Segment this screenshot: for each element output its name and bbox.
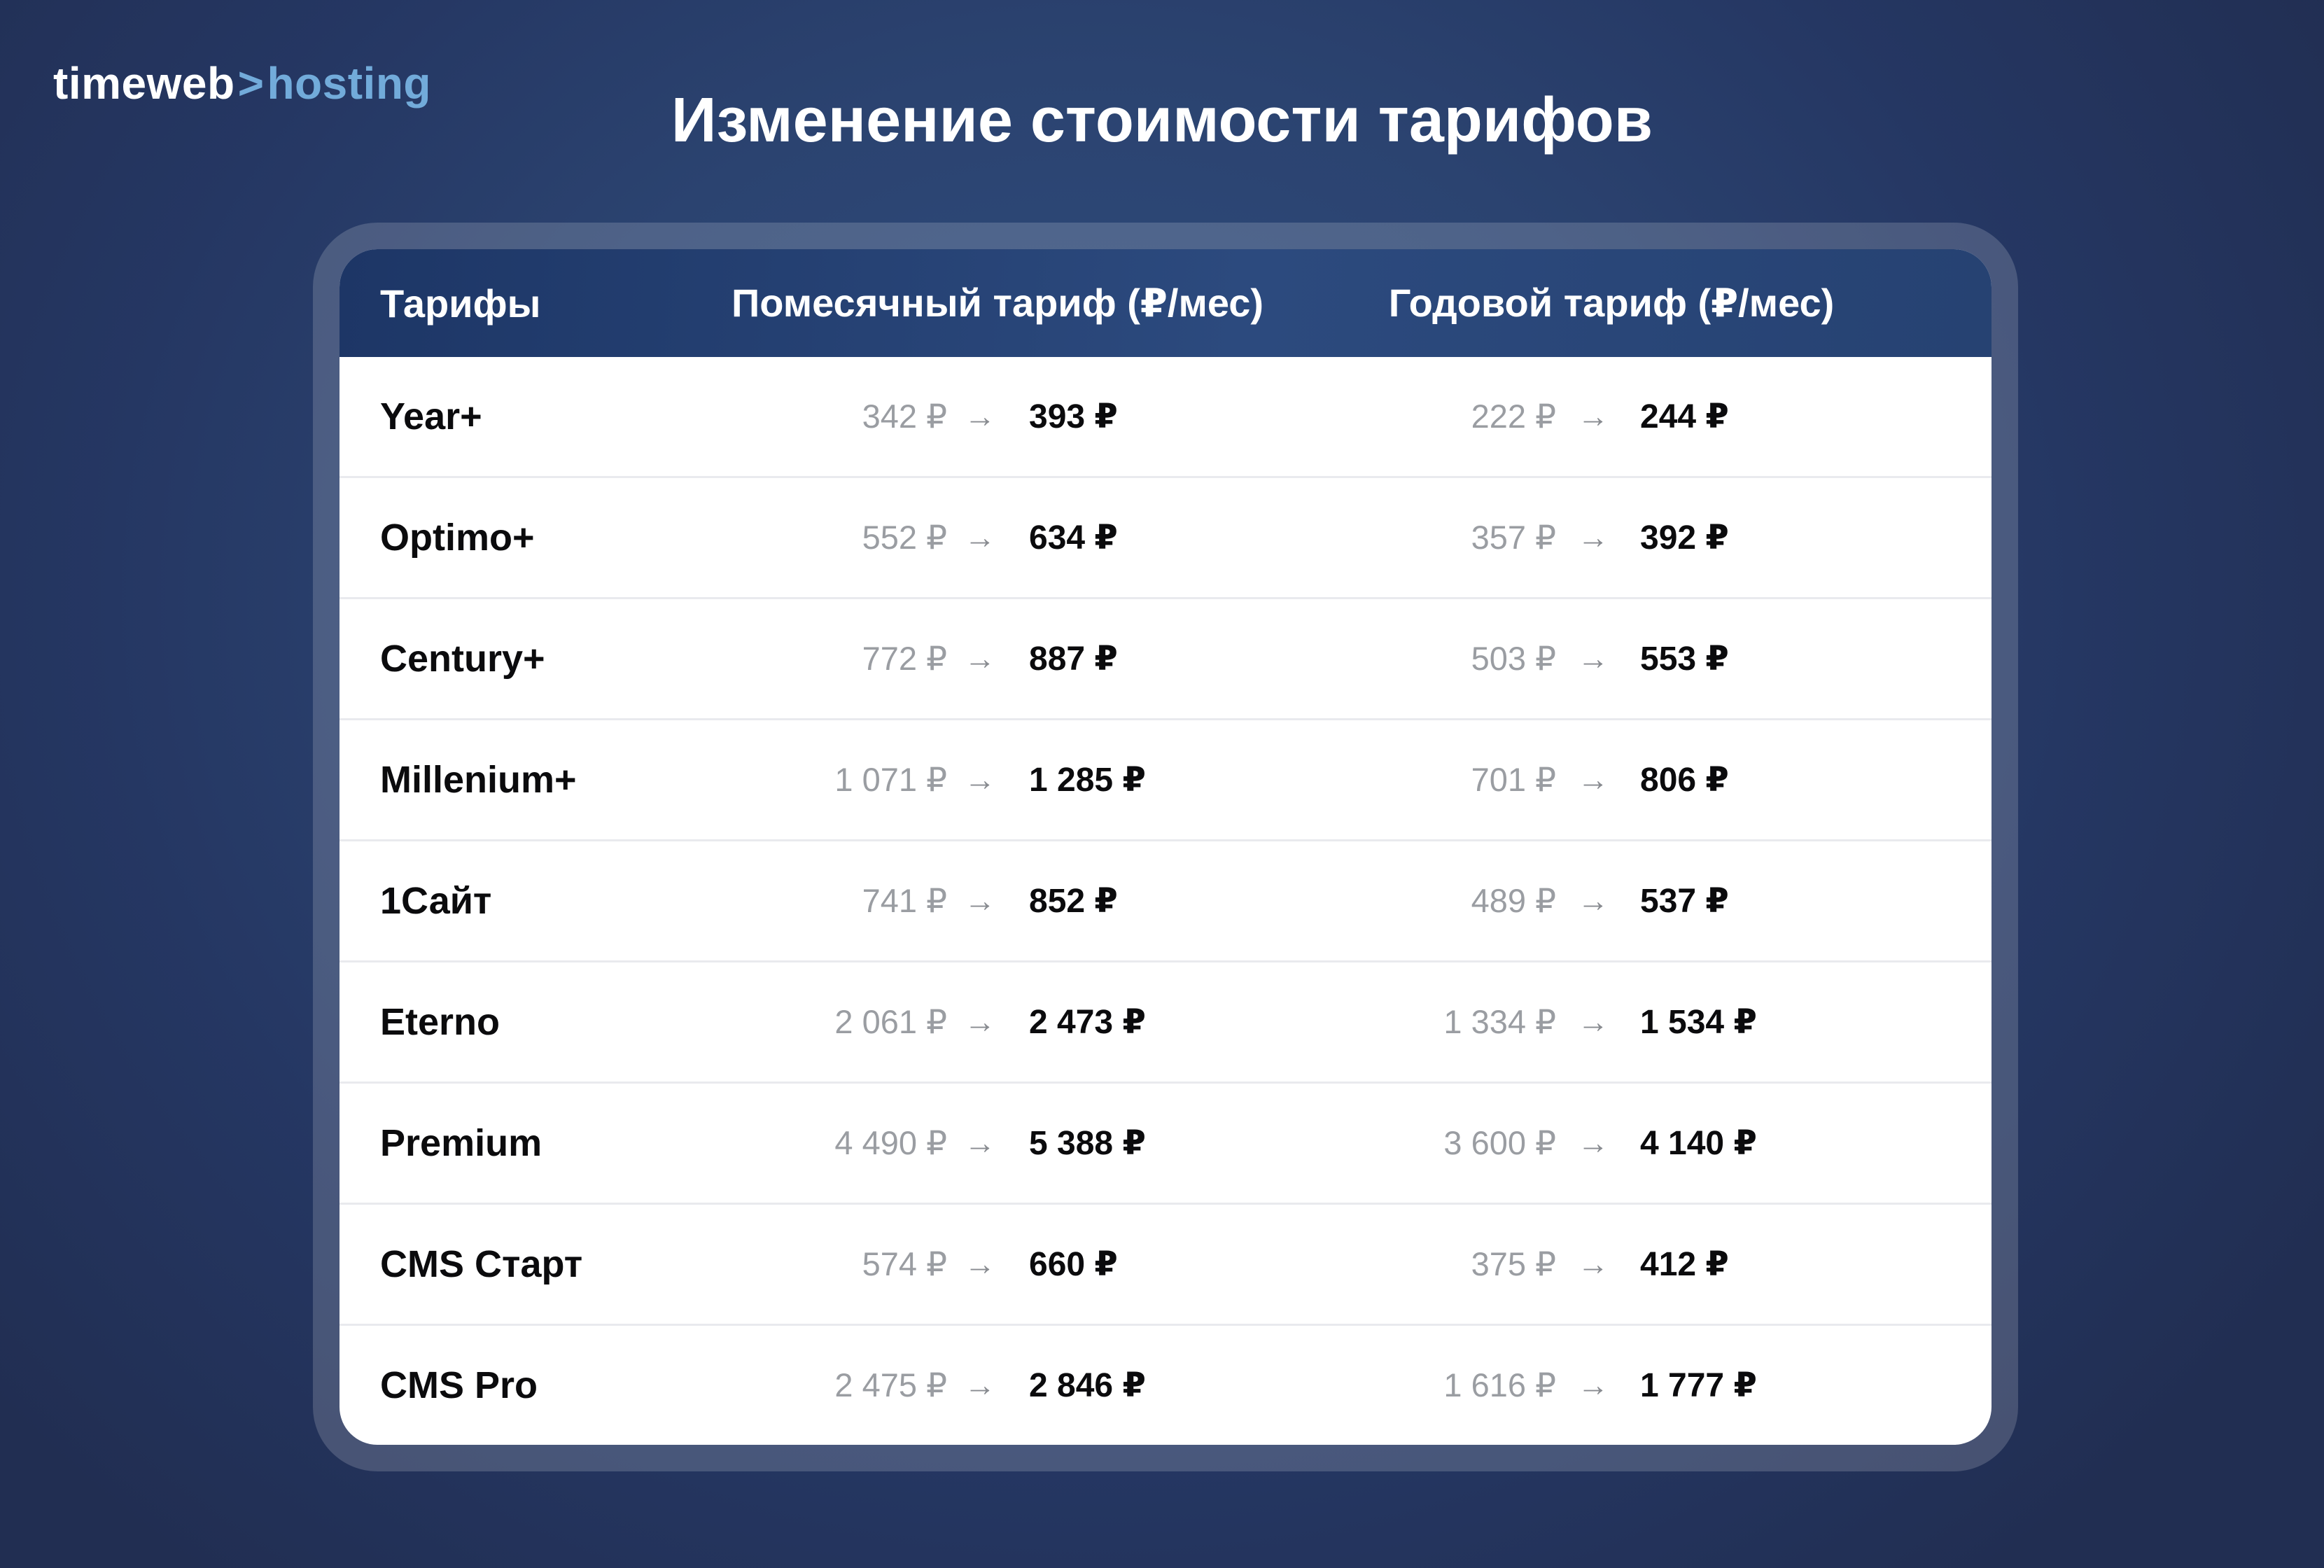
monthly-old-price: 552 ₽ — [862, 519, 947, 556]
monthly-old-price: 342 ₽ — [862, 398, 947, 435]
arrow-right-icon: → — [1577, 640, 1609, 676]
tariff-name: CMS Pro — [380, 1364, 538, 1406]
table-row: Premium 4 490 ₽ → 5 388 ₽ 3 600 ₽ → 4 14… — [340, 1082, 1991, 1203]
yearly-old-price: 489 ₽ — [1471, 882, 1556, 919]
yearly-new-price: 1 777 ₽ — [1640, 1367, 1757, 1404]
monthly-old-price: 4 490 ₽ — [834, 1124, 947, 1161]
tariff-name: Century+ — [380, 638, 545, 680]
arrow-right-icon: → — [964, 640, 996, 676]
logo-brand-text: timeweb — [53, 58, 235, 108]
arrow-right-icon: → — [964, 1004, 996, 1040]
arrow-right-icon: → — [964, 398, 996, 434]
monthly-new-price: 634 ₽ — [1029, 519, 1118, 556]
table-row: Year+ 342 ₽ → 393 ₽ 222 ₽ → 244 ₽ — [340, 357, 1991, 476]
arrow-right-icon: → — [1577, 1004, 1609, 1040]
pricing-table: Тарифы Помесячный тариф (₽/мес) Годовой … — [340, 249, 1991, 1445]
yearly-new-price: 4 140 ₽ — [1640, 1125, 1757, 1162]
yearly-old-price: 701 ₽ — [1471, 761, 1556, 798]
yearly-new-price: 1 534 ₽ — [1640, 1004, 1757, 1041]
table-row: Century+ 772 ₽ → 887 ₽ 503 ₽ → 553 ₽ — [340, 597, 1991, 718]
table-body: Year+ 342 ₽ → 393 ₽ 222 ₽ → 244 ₽ Optimo… — [340, 357, 1991, 1445]
table-header-row: Тарифы Помесячный тариф (₽/мес) Годовой … — [340, 249, 1991, 357]
arrow-right-icon: → — [964, 1367, 996, 1403]
monthly-old-price: 1 071 ₽ — [834, 761, 947, 798]
arrow-right-icon: → — [964, 762, 996, 797]
arrow-right-icon: → — [964, 1125, 996, 1161]
monthly-old-price: 2 475 ₽ — [834, 1366, 947, 1404]
table-row: CMS Pro 2 475 ₽ → 2 846 ₽ 1 616 ₽ → 1 77… — [340, 1324, 1991, 1445]
yearly-old-price: 3 600 ₽ — [1443, 1124, 1556, 1161]
arrow-right-icon: → — [1577, 1246, 1609, 1282]
monthly-new-price: 852 ₽ — [1029, 883, 1118, 920]
page-title: Изменение стоимости тарифов — [671, 85, 1653, 155]
monthly-new-price: 2 846 ₽ — [1029, 1367, 1146, 1404]
yearly-new-price: 537 ₽ — [1640, 883, 1729, 920]
table-row: Millenium+ 1 071 ₽ → 1 285 ₽ 701 ₽ → 806… — [340, 718, 1991, 839]
arrow-right-icon: → — [964, 883, 996, 918]
monthly-new-price: 1 285 ₽ — [1029, 762, 1146, 799]
arrow-right-icon: → — [1577, 519, 1609, 555]
yearly-new-price: 412 ₽ — [1640, 1246, 1729, 1283]
monthly-new-price: 2 473 ₽ — [1029, 1004, 1146, 1041]
yearly-new-price: 553 ₽ — [1640, 640, 1729, 678]
arrow-right-icon: → — [1577, 1125, 1609, 1161]
yearly-new-price: 244 ₽ — [1640, 398, 1729, 435]
monthly-old-price: 2 061 ₽ — [834, 1003, 947, 1040]
arrow-right-icon: → — [1577, 1367, 1609, 1403]
arrow-right-icon: → — [1577, 762, 1609, 797]
yearly-new-price: 392 ₽ — [1640, 519, 1729, 556]
yearly-old-price: 503 ₽ — [1471, 640, 1556, 677]
tariff-name: Premium — [380, 1122, 542, 1164]
column-header-yearly: Годовой тариф (₽/мес) — [1388, 281, 1835, 325]
tariff-name: Year+ — [380, 396, 482, 438]
monthly-new-price: 393 ₽ — [1029, 398, 1118, 435]
arrow-right-icon: → — [1577, 398, 1609, 434]
yearly-old-price: 375 ₽ — [1471, 1245, 1556, 1282]
yearly-new-price: 806 ₽ — [1640, 762, 1729, 799]
tariff-name: CMS Старт — [380, 1243, 583, 1285]
logo-product-text: hosting — [267, 58, 431, 108]
yearly-old-price: 357 ₽ — [1471, 519, 1556, 556]
yearly-old-price: 1 616 ₽ — [1443, 1366, 1556, 1404]
tariff-name: 1Сайт — [380, 880, 492, 922]
yearly-old-price: 1 334 ₽ — [1443, 1003, 1556, 1040]
monthly-old-price: 741 ₽ — [862, 882, 947, 919]
monthly-old-price: 574 ₽ — [862, 1245, 947, 1282]
table-row: 1Сайт 741 ₽ → 852 ₽ 489 ₽ → 537 ₽ — [340, 839, 1991, 960]
table-row: CMS Старт 574 ₽ → 660 ₽ 375 ₽ → 412 ₽ — [340, 1203, 1991, 1324]
column-header-monthly: Помесячный тариф (₽/мес) — [732, 281, 1264, 325]
arrow-right-icon: → — [964, 1246, 996, 1282]
table-row: Optimo+ 552 ₽ → 634 ₽ 357 ₽ → 392 ₽ — [340, 476, 1991, 597]
arrow-right-icon: → — [964, 519, 996, 555]
tariff-name: Eterno — [380, 1001, 500, 1043]
timeweb-hosting-logo: timeweb>hosting — [53, 57, 431, 109]
table-row: Eterno 2 061 ₽ → 2 473 ₽ 1 334 ₽ → 1 534… — [340, 960, 1991, 1082]
monthly-new-price: 5 388 ₽ — [1029, 1125, 1146, 1162]
monthly-old-price: 772 ₽ — [862, 640, 947, 677]
monthly-new-price: 660 ₽ — [1029, 1246, 1118, 1283]
tariff-name: Millenium+ — [380, 759, 577, 801]
pricing-card-frame: Тарифы Помесячный тариф (₽/мес) Годовой … — [313, 223, 2018, 1471]
arrow-right-icon: → — [1577, 883, 1609, 918]
tariff-name: Optimo+ — [380, 517, 535, 559]
yearly-old-price: 222 ₽ — [1471, 398, 1556, 435]
monthly-new-price: 887 ₽ — [1029, 640, 1118, 678]
logo-chevron-icon: > — [237, 58, 265, 108]
column-header-tariffs: Тарифы — [380, 281, 541, 326]
